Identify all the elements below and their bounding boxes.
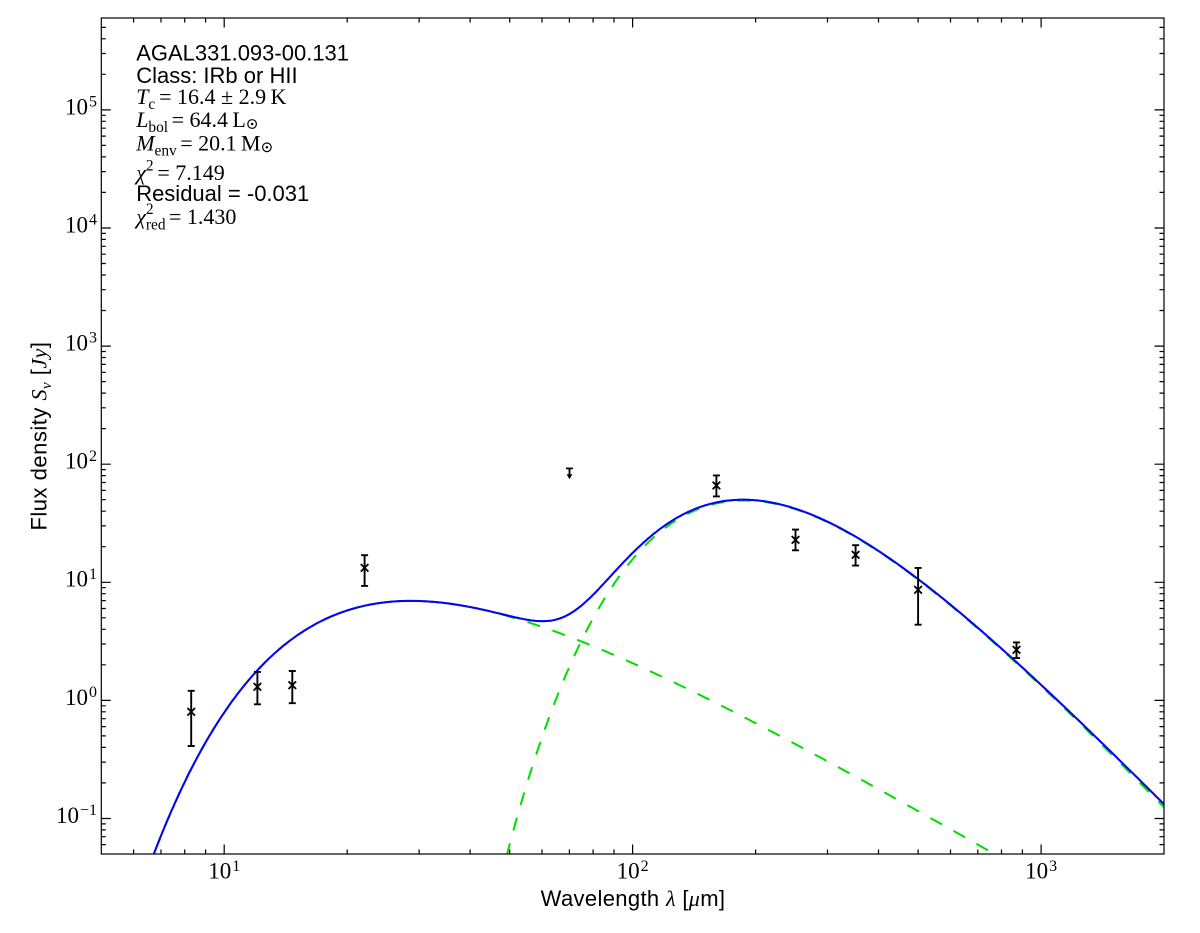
- svg-text:3: 3: [1049, 858, 1057, 875]
- svg-text:10: 10: [65, 331, 88, 356]
- svg-text:2: 2: [146, 157, 154, 174]
- svg-text:bol: bol: [148, 119, 168, 136]
- svg-text:5: 5: [89, 94, 97, 111]
- svg-text:10: 10: [65, 685, 88, 710]
- svg-text:0: 0: [89, 684, 97, 701]
- svg-text:10: 10: [65, 567, 88, 592]
- svg-text:red: red: [146, 216, 166, 233]
- svg-text:= 1.430: = 1.430: [169, 204, 236, 229]
- svg-text:10: 10: [1025, 859, 1048, 884]
- svg-text:3: 3: [89, 330, 97, 347]
- svg-text:10: 10: [208, 859, 231, 884]
- svg-text:10: 10: [65, 212, 88, 237]
- svg-text:M: M: [135, 131, 156, 156]
- svg-text:2: 2: [146, 201, 154, 218]
- svg-text:2: 2: [641, 858, 649, 875]
- svg-text:env: env: [155, 143, 178, 160]
- svg-text:Residual = -0.031: Residual = -0.031: [136, 181, 309, 206]
- svg-text:= 20.1 M: = 20.1 M: [180, 131, 260, 156]
- svg-text:10: 10: [617, 859, 640, 884]
- svg-text:= 16.4 ± 2.9 K: = 16.4 ± 2.9 K: [159, 84, 286, 109]
- svg-text:Flux density Sν [Jy]: Flux density Sν [Jy]: [27, 341, 56, 530]
- svg-text:= 7.149: = 7.149: [157, 160, 224, 185]
- svg-text:−1: −1: [80, 802, 97, 819]
- svg-text:Wavelength λ [μm]: Wavelength λ [μm]: [541, 886, 726, 911]
- svg-text:2: 2: [89, 448, 97, 465]
- svg-text:AGAL331.093-00.131: AGAL331.093-00.131: [136, 41, 349, 66]
- svg-text:1: 1: [89, 566, 97, 583]
- svg-text:c: c: [148, 96, 155, 113]
- svg-text:χ: χ: [134, 160, 147, 185]
- svg-text:= 64.4 L: = 64.4 L: [172, 107, 246, 132]
- svg-text:Class: IRb or HII: Class: IRb or HII: [136, 63, 297, 88]
- svg-text:1: 1: [232, 858, 240, 875]
- svg-text:L: L: [135, 107, 148, 132]
- svg-text:10: 10: [65, 449, 88, 474]
- svg-text:T: T: [136, 84, 150, 109]
- svg-text:10: 10: [65, 94, 88, 119]
- svg-text:10: 10: [56, 803, 79, 828]
- svg-text:χ: χ: [134, 204, 147, 229]
- svg-text:4: 4: [89, 212, 97, 229]
